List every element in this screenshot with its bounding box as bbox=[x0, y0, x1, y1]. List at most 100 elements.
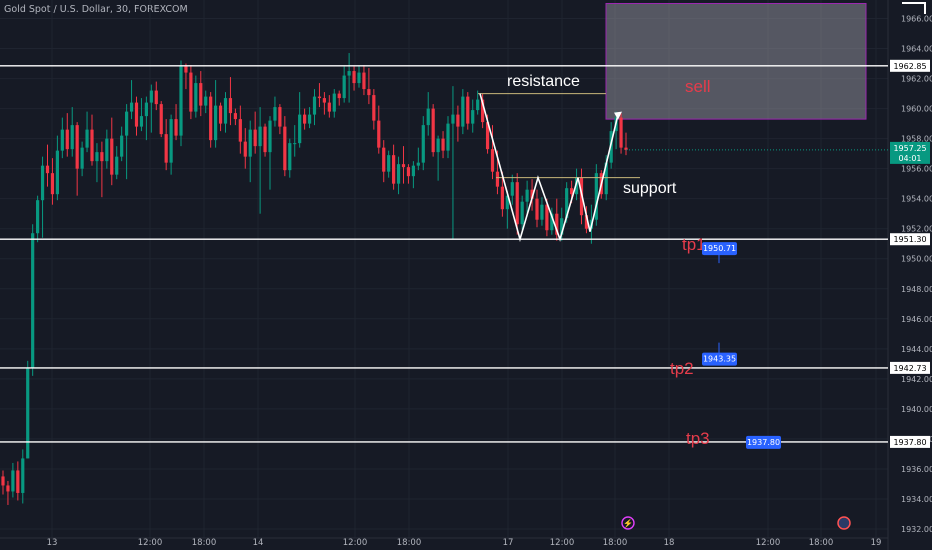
candle-body bbox=[332, 93, 336, 112]
candle-body bbox=[189, 72, 193, 112]
level-price-label: 1937.80 bbox=[893, 438, 926, 447]
candle-body bbox=[204, 96, 208, 106]
x-tick-label: 14 bbox=[253, 538, 264, 548]
y-tick-label: 1952.00 bbox=[901, 225, 932, 234]
candle-body bbox=[322, 98, 326, 103]
candle-body bbox=[273, 107, 277, 121]
candle-body bbox=[367, 89, 371, 96]
candle-body bbox=[377, 120, 381, 148]
candle-body bbox=[481, 99, 485, 123]
candle-body bbox=[75, 125, 79, 169]
candle-body bbox=[515, 182, 519, 225]
resistance-label: resistance bbox=[507, 73, 580, 90]
level-price-badge bbox=[890, 361, 930, 374]
candle-body bbox=[317, 96, 322, 99]
candle-body bbox=[125, 111, 129, 136]
candle-body bbox=[134, 102, 139, 127]
x-tick-label: 18:00 bbox=[603, 538, 628, 548]
x-tick-label: 12:00 bbox=[550, 538, 575, 548]
candle-body bbox=[1, 476, 5, 486]
candle-body bbox=[159, 104, 163, 135]
candle-body bbox=[144, 102, 148, 117]
candle-body bbox=[253, 129, 257, 147]
candle-body bbox=[60, 129, 64, 151]
candle-body bbox=[461, 96, 465, 127]
candle-body bbox=[164, 134, 168, 163]
level-price-label: 1942.73 bbox=[893, 364, 926, 373]
candle-body bbox=[574, 177, 579, 195]
candle-body bbox=[436, 138, 440, 153]
target-price-label: 1950.71 bbox=[703, 244, 736, 253]
candle-body bbox=[288, 143, 292, 171]
candle-body bbox=[451, 114, 455, 124]
candle-body bbox=[95, 152, 99, 162]
x-tick-label: 19 bbox=[871, 538, 882, 548]
candle-body bbox=[411, 165, 415, 177]
candle-body bbox=[214, 105, 218, 141]
candle-body bbox=[115, 156, 119, 175]
y-tick-label: 1960.00 bbox=[901, 105, 932, 114]
maximize-icon[interactable] bbox=[902, 2, 926, 14]
candle-body bbox=[268, 120, 272, 153]
candle-body bbox=[139, 116, 144, 127]
candle-body bbox=[421, 125, 425, 163]
target-price-badge bbox=[702, 242, 737, 256]
x-tick-label: 18:00 bbox=[397, 538, 422, 548]
y-tick-label: 1934.00 bbox=[901, 495, 932, 504]
candle-body bbox=[312, 96, 317, 115]
candle-body bbox=[327, 102, 331, 112]
lightning-event-glyph: ⚡ bbox=[623, 518, 633, 528]
target-price-badge bbox=[702, 352, 737, 366]
sell-zone bbox=[605, 3, 867, 120]
candle-body bbox=[45, 165, 50, 174]
candle-body bbox=[604, 162, 608, 195]
candle-body bbox=[26, 368, 30, 459]
candle-body bbox=[174, 119, 178, 136]
candle-body bbox=[298, 114, 302, 144]
y-tick-label: 1964.00 bbox=[901, 45, 932, 54]
candle-body bbox=[243, 141, 247, 157]
x-tick-label: 18 bbox=[664, 538, 675, 548]
candle-body bbox=[456, 114, 460, 127]
y-tick-label: 1962.00 bbox=[901, 75, 932, 84]
candle-body bbox=[466, 96, 470, 124]
candle-body bbox=[471, 110, 475, 124]
tp3-label: tp3 bbox=[686, 429, 710, 448]
candle-body bbox=[258, 126, 262, 147]
candle-body bbox=[372, 95, 376, 121]
candle-body bbox=[584, 215, 589, 229]
candle-body bbox=[50, 173, 55, 195]
candle-body bbox=[441, 138, 445, 151]
tp2-label: tp2 bbox=[670, 359, 694, 378]
candle-body bbox=[283, 126, 287, 171]
candle-body bbox=[228, 98, 233, 114]
y-tick-label: 1936.00 bbox=[901, 465, 932, 474]
current-price-badge bbox=[890, 141, 930, 164]
candle-body bbox=[540, 204, 544, 220]
candle-body bbox=[248, 129, 252, 157]
candle-body bbox=[362, 72, 366, 90]
y-tick-label: 1954.00 bbox=[901, 195, 932, 204]
target-price-badge bbox=[746, 435, 781, 449]
candle-body bbox=[6, 485, 10, 492]
candle-body bbox=[303, 114, 307, 124]
candle-body bbox=[342, 75, 346, 99]
candle-body bbox=[293, 143, 297, 145]
y-tick-label: 1944.00 bbox=[901, 345, 932, 354]
candle-body bbox=[194, 83, 198, 112]
candle-body bbox=[263, 126, 267, 153]
candle-body bbox=[21, 458, 25, 493]
candle-body bbox=[495, 171, 500, 187]
candle-body bbox=[387, 155, 391, 172]
candle-body bbox=[179, 66, 183, 136]
sell-label: sell bbox=[685, 77, 711, 96]
candle-body bbox=[401, 164, 406, 168]
candle-body bbox=[36, 200, 40, 234]
zigzag-arrow-head bbox=[614, 111, 622, 120]
chart-title: Gold Spot / U.S. Dollar, 30, FOREXCOM bbox=[4, 4, 188, 15]
candle-body bbox=[233, 113, 237, 120]
candle-body bbox=[55, 150, 59, 195]
candle-body bbox=[545, 204, 549, 231]
countdown-label: 04:01 bbox=[898, 154, 921, 163]
